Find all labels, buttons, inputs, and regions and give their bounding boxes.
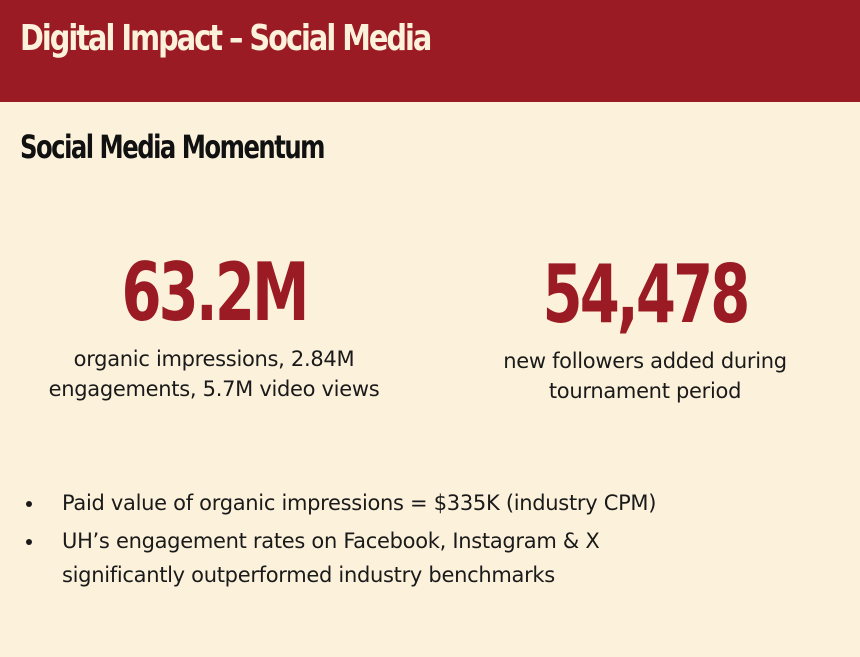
- stat-value: 54,478: [542, 248, 751, 341]
- bullet-item: UH’s engagement rates on Facebook, Insta…: [24, 524, 824, 592]
- stat-impressions: 63.2M organic impressions, 2.84M engagem…: [20, 250, 408, 404]
- stat-caption-line: organic impressions, 2.84M: [73, 347, 355, 371]
- stat-caption: organic impressions, 2.84M engagements, …: [20, 344, 408, 404]
- stat-caption-line: new followers added during: [503, 349, 787, 373]
- bullet-text-line: UH’s engagement rates on Facebook, Insta…: [62, 529, 600, 553]
- stat-caption-line: engagements, 5.7M video views: [48, 377, 380, 401]
- bullet-dot-icon: [26, 501, 32, 507]
- stat-followers: 54,478 new followers added during tourna…: [450, 252, 840, 406]
- page-title: Digital Impact – Social Media: [20, 18, 432, 59]
- stat-value: 63.2M: [121, 246, 309, 339]
- section-title: Social Media Momentum: [20, 128, 325, 166]
- bullet-text-line: significantly outperformed industry benc…: [62, 563, 555, 587]
- header-banner: Digital Impact – Social Media: [0, 0, 860, 102]
- bullet-dot-icon: [26, 539, 32, 545]
- bullet-item: Paid value of organic impressions = $335…: [24, 486, 824, 520]
- stat-caption: new followers added during tournament pe…: [450, 346, 840, 406]
- stat-caption-line: tournament period: [548, 379, 742, 403]
- bullet-text-line: Paid value of organic impressions = $335…: [62, 491, 657, 515]
- bullet-list: Paid value of organic impressions = $335…: [24, 486, 824, 596]
